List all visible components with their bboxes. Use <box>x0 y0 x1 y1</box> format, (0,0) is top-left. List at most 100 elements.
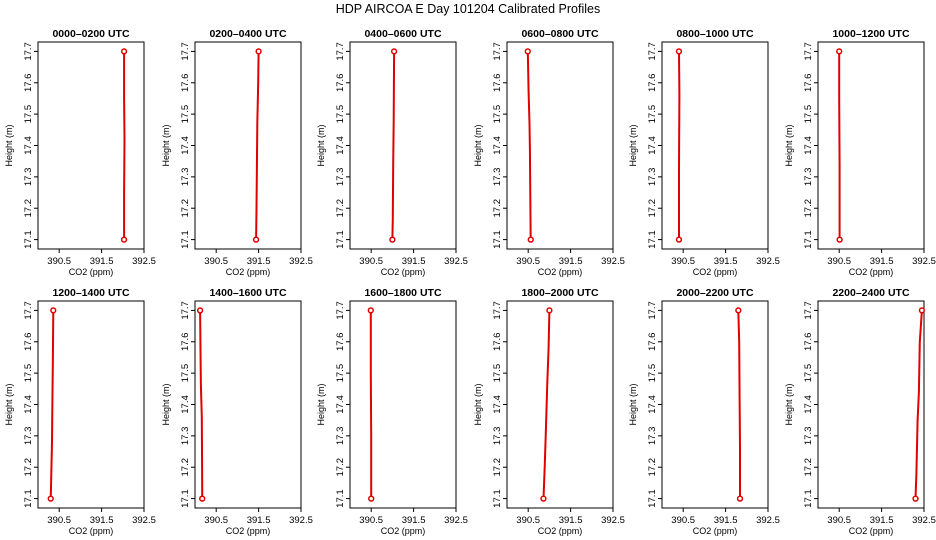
x-tick-label: 391.5 <box>402 256 426 267</box>
y-tick-label: 17.7 <box>647 42 658 61</box>
profile-point <box>390 48 398 55</box>
y-tick-label: 17.3 <box>180 427 191 446</box>
y-tick-label: 17.2 <box>23 458 34 477</box>
panel-title: 1400–1600 UTC <box>209 287 286 299</box>
x-axis-label: CO2 (ppm) <box>538 526 583 536</box>
x-tick-label: 391.5 <box>90 256 114 267</box>
profile-point <box>47 495 54 502</box>
y-tick-label: 17.1 <box>23 489 34 508</box>
profile-point <box>527 236 534 243</box>
plot-frame <box>661 300 769 509</box>
y-axis-label: Height (m) <box>4 124 14 166</box>
panel-1: 0000–0200 UTC 390.5 391.5 392.5 17.1 17.2 17.3… <box>4 28 156 277</box>
panel-title: 0600–0800 UTC <box>521 28 598 40</box>
plot-frame <box>817 41 925 250</box>
x-tick-label: 390.5 <box>671 256 695 267</box>
panel-7: 1200–1400 UTC 390.5 391.5 392.5 17.1 17.2 17.3… <box>4 287 156 536</box>
x-tick-label: 392.5 <box>132 515 156 526</box>
x-tick-label: 391.5 <box>559 515 583 526</box>
y-tick-label: 17.7 <box>23 301 34 320</box>
panel-title: 1000–1200 UTC <box>832 28 909 40</box>
y-tick-label: 17.3 <box>803 427 814 446</box>
profile-point <box>367 307 374 314</box>
y-tick-label: 17.5 <box>23 364 34 383</box>
y-tick-label: 17.2 <box>23 199 34 218</box>
y-axis-label: Height (m) <box>316 383 326 425</box>
panel-11: 2000–2200 UTC 390.5 391.5 392.5 17.1 17.2 17.3… <box>628 287 780 536</box>
x-tick-label: 392.5 <box>756 256 780 267</box>
y-tick-label: 17.5 <box>492 105 503 124</box>
profile-point <box>912 495 919 502</box>
y-axis-label: Height (m) <box>628 383 638 425</box>
y-tick-label: 17.3 <box>647 427 658 446</box>
y-tick-label: 17.4 <box>492 395 503 414</box>
x-tick-label: 392.5 <box>444 256 468 267</box>
y-tick-label: 17.5 <box>803 105 814 124</box>
y-tick-label: 17.5 <box>23 105 34 124</box>
profile-point <box>836 48 843 55</box>
y-tick-label: 17.7 <box>180 301 191 320</box>
y-tick-label: 17.6 <box>180 333 191 352</box>
y-tick-label: 17.2 <box>335 199 346 218</box>
profile-point <box>255 48 262 55</box>
x-tick-label: 390.5 <box>359 515 383 526</box>
x-tick-label: 392.5 <box>756 515 780 526</box>
y-tick-label: 17.4 <box>23 136 34 155</box>
x-tick-label: 390.5 <box>359 256 383 267</box>
y-tick-label: 17.6 <box>803 74 814 93</box>
x-tick-label: 392.5 <box>601 515 625 526</box>
panel-4: 0600–0800 UTC 390.5 391.5 392.5 17.1 17.2 17.3… <box>473 28 625 277</box>
x-tick-label: 392.5 <box>289 515 313 526</box>
y-tick-label: 17.6 <box>492 333 503 352</box>
x-tick-label: 391.5 <box>870 515 894 526</box>
x-tick-label: 391.5 <box>714 256 738 267</box>
x-axis-label: CO2 (ppm) <box>693 526 738 536</box>
profile-point <box>524 48 531 55</box>
x-tick-label: 391.5 <box>870 256 894 267</box>
x-tick-label: 390.5 <box>204 515 228 526</box>
y-tick-label: 17.5 <box>335 105 346 124</box>
y-tick-label: 17.5 <box>335 364 346 383</box>
y-axis-label: Height (m) <box>473 124 483 166</box>
y-tick-label: 17.3 <box>23 427 34 446</box>
y-tick-label: 17.5 <box>647 364 658 383</box>
panel-title: 1200–1400 UTC <box>52 287 129 299</box>
y-tick-label: 17.3 <box>23 168 34 187</box>
plot-frame <box>349 300 457 509</box>
plot-frame <box>194 300 302 509</box>
y-tick-label: 17.3 <box>647 168 658 187</box>
plot-frame <box>349 41 457 250</box>
y-tick-label: 17.1 <box>335 230 346 249</box>
y-tick-label: 17.1 <box>647 230 658 249</box>
x-tick-label: 391.5 <box>714 515 738 526</box>
y-axis-label: Height (m) <box>784 383 794 425</box>
y-tick-label: 17.6 <box>23 74 34 93</box>
profile-point <box>199 495 206 502</box>
profile-point <box>196 307 204 314</box>
y-axis-label: Height (m) <box>4 383 14 425</box>
y-tick-label: 17.6 <box>335 333 346 352</box>
x-tick-label: 392.5 <box>132 256 156 267</box>
panel-title: 2200–2400 UTC <box>832 287 909 299</box>
y-tick-label: 17.2 <box>647 199 658 218</box>
panel-2: 0200–0400 UTC 390.5 391.5 392.5 17.1 17.2 17.3… <box>161 28 313 277</box>
y-tick-label: 17.6 <box>647 74 658 93</box>
x-tick-label: 390.5 <box>47 515 71 526</box>
profile-point <box>675 236 683 243</box>
y-tick-label: 17.2 <box>492 199 503 218</box>
y-tick-label: 17.1 <box>803 230 814 249</box>
profile-line <box>914 310 923 499</box>
profile-point <box>252 236 260 243</box>
plot-frame <box>37 41 145 250</box>
x-axis-label: CO2 (ppm) <box>693 267 738 277</box>
y-tick-label: 17.4 <box>23 395 34 414</box>
x-axis-label: CO2 (ppm) <box>381 267 426 277</box>
panel-8: 1400–1600 UTC 390.5 391.5 392.5 17.1 17.2 17.3… <box>161 287 313 536</box>
y-tick-label: 17.4 <box>335 136 346 155</box>
y-axis-label: Height (m) <box>161 124 171 166</box>
profile-point <box>675 48 683 55</box>
x-tick-label: 391.5 <box>559 256 583 267</box>
x-axis-label: CO2 (ppm) <box>69 526 114 536</box>
y-tick-label: 17.6 <box>803 333 814 352</box>
panel-3: 0400–0600 UTC 390.5 391.5 392.5 17.1 17.2 17.3… <box>316 28 468 277</box>
